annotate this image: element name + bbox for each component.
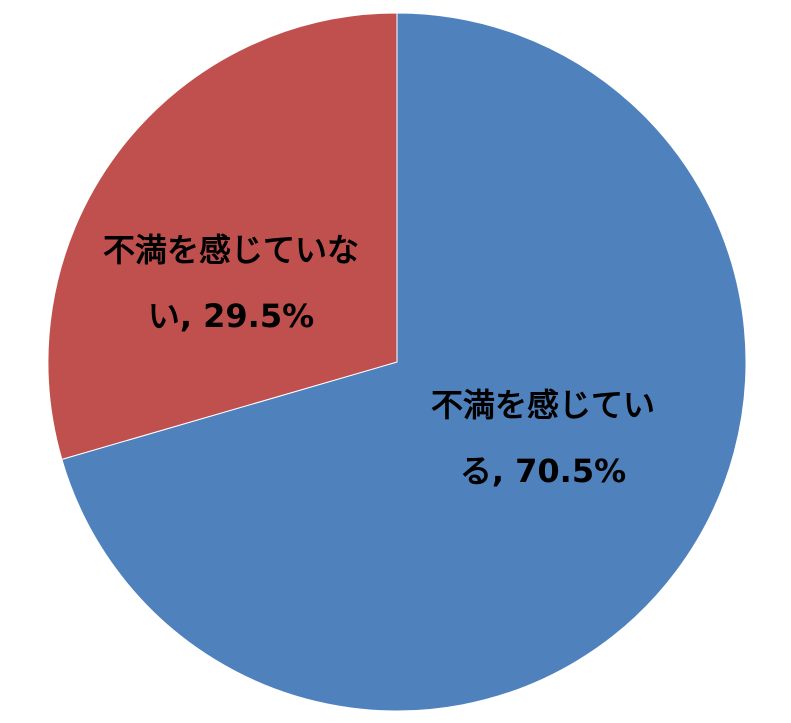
- pie-slice-dissatisfied: [61, 12, 747, 712]
- data-label-not-dissatisfied: 不満を感じていない, 29.5%: [102, 231, 359, 335]
- pie-slice-not-dissatisfied: [47, 12, 398, 460]
- data-label-dissatisfied: 不満を感じている, 70.5%: [430, 386, 655, 490]
